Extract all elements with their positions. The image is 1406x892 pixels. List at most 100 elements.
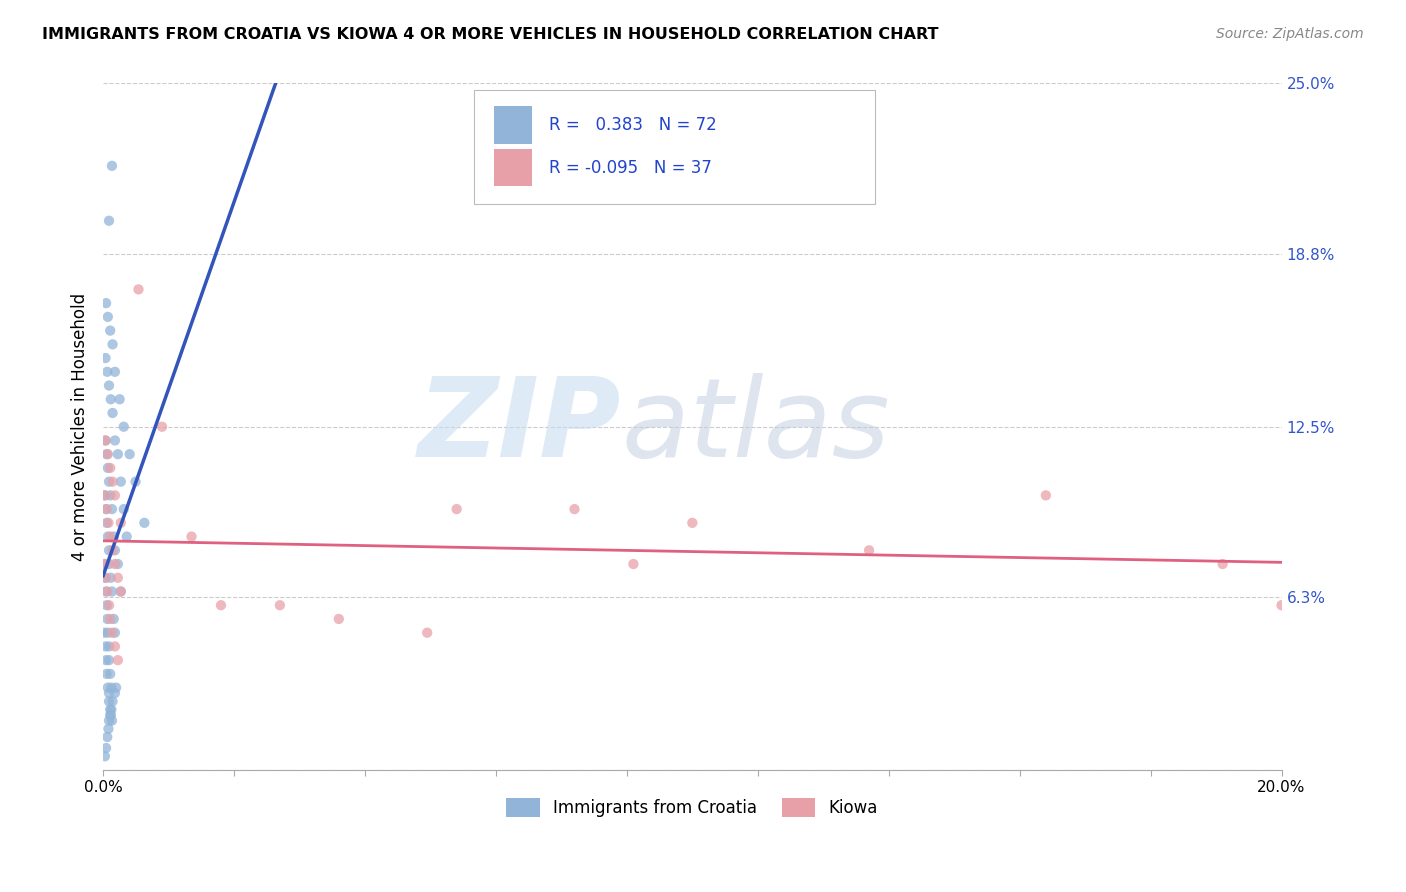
Point bbox=[98, 599, 121, 613]
Point bbox=[150, 419, 173, 434]
Point bbox=[107, 571, 129, 585]
Point bbox=[101, 694, 124, 708]
Point bbox=[681, 516, 703, 530]
Point bbox=[96, 516, 118, 530]
Point bbox=[98, 475, 121, 489]
Point bbox=[103, 612, 125, 626]
Point bbox=[93, 625, 115, 640]
Point bbox=[134, 516, 156, 530]
Point bbox=[104, 488, 127, 502]
Point bbox=[101, 337, 124, 351]
Text: ZIP: ZIP bbox=[418, 373, 621, 480]
Point bbox=[446, 502, 468, 516]
Point bbox=[98, 686, 121, 700]
Point bbox=[94, 434, 117, 448]
Point bbox=[94, 571, 117, 585]
Text: Source: ZipAtlas.com: Source: ZipAtlas.com bbox=[1216, 27, 1364, 41]
Point bbox=[98, 488, 121, 502]
Point bbox=[104, 543, 127, 558]
Point bbox=[416, 625, 439, 640]
Point bbox=[94, 502, 117, 516]
Point bbox=[180, 530, 202, 544]
Point bbox=[101, 584, 124, 599]
Point bbox=[107, 447, 129, 461]
Point bbox=[98, 702, 121, 716]
Point bbox=[328, 612, 350, 626]
Point bbox=[97, 530, 120, 544]
Point bbox=[98, 612, 121, 626]
Point bbox=[101, 543, 124, 558]
Point bbox=[101, 625, 124, 640]
Point bbox=[97, 625, 120, 640]
Point bbox=[96, 584, 118, 599]
Point bbox=[96, 447, 118, 461]
FancyBboxPatch shape bbox=[474, 90, 875, 203]
Point bbox=[110, 516, 132, 530]
Point bbox=[96, 502, 118, 516]
Point bbox=[104, 625, 127, 640]
Point bbox=[98, 530, 121, 544]
Point bbox=[1270, 599, 1292, 613]
Point bbox=[97, 461, 120, 475]
Point bbox=[97, 447, 120, 461]
Point bbox=[98, 653, 121, 667]
Point bbox=[112, 419, 135, 434]
Point bbox=[97, 310, 120, 324]
Point bbox=[100, 571, 122, 585]
Text: R = -0.095   N = 37: R = -0.095 N = 37 bbox=[548, 159, 711, 177]
Point bbox=[269, 599, 291, 613]
Point bbox=[103, 530, 125, 544]
Point bbox=[104, 686, 127, 700]
Y-axis label: 4 or more Vehicles in Household: 4 or more Vehicles in Household bbox=[72, 293, 89, 561]
Point bbox=[100, 702, 122, 716]
Point bbox=[94, 741, 117, 756]
Point bbox=[93, 557, 115, 571]
Point bbox=[104, 557, 127, 571]
Point bbox=[1212, 557, 1234, 571]
Point bbox=[98, 557, 121, 571]
Point bbox=[97, 722, 120, 736]
Point bbox=[94, 640, 117, 654]
Point bbox=[94, 488, 117, 502]
Point bbox=[101, 502, 124, 516]
Point bbox=[94, 351, 117, 365]
Point bbox=[98, 640, 121, 654]
Point bbox=[96, 599, 118, 613]
Point bbox=[96, 730, 118, 744]
Point bbox=[127, 282, 149, 296]
Point bbox=[94, 571, 117, 585]
Point bbox=[98, 213, 121, 227]
Point bbox=[94, 557, 117, 571]
Point bbox=[107, 653, 129, 667]
Point bbox=[104, 640, 127, 654]
Point bbox=[104, 434, 127, 448]
Point bbox=[94, 584, 117, 599]
Point bbox=[98, 694, 121, 708]
Point bbox=[104, 365, 127, 379]
Point bbox=[98, 714, 121, 728]
Point bbox=[100, 708, 122, 723]
Point bbox=[110, 475, 132, 489]
FancyBboxPatch shape bbox=[495, 149, 531, 186]
Point bbox=[94, 653, 117, 667]
Point bbox=[108, 392, 131, 407]
Point bbox=[98, 378, 121, 392]
Point bbox=[124, 475, 146, 489]
Legend: Immigrants from Croatia, Kiowa: Immigrants from Croatia, Kiowa bbox=[499, 791, 884, 823]
Point bbox=[623, 557, 645, 571]
Point bbox=[115, 530, 138, 544]
Point bbox=[97, 516, 120, 530]
Point bbox=[858, 543, 880, 558]
Text: IMMIGRANTS FROM CROATIA VS KIOWA 4 OR MORE VEHICLES IN HOUSEHOLD CORRELATION CHA: IMMIGRANTS FROM CROATIA VS KIOWA 4 OR MO… bbox=[42, 27, 939, 42]
Point bbox=[96, 666, 118, 681]
Point bbox=[110, 584, 132, 599]
Point bbox=[98, 543, 121, 558]
Point bbox=[100, 392, 122, 407]
Point bbox=[564, 502, 586, 516]
Point bbox=[101, 475, 124, 489]
Point bbox=[98, 666, 121, 681]
Point bbox=[96, 612, 118, 626]
Point bbox=[112, 502, 135, 516]
Point bbox=[1035, 488, 1057, 502]
Point bbox=[94, 749, 117, 764]
